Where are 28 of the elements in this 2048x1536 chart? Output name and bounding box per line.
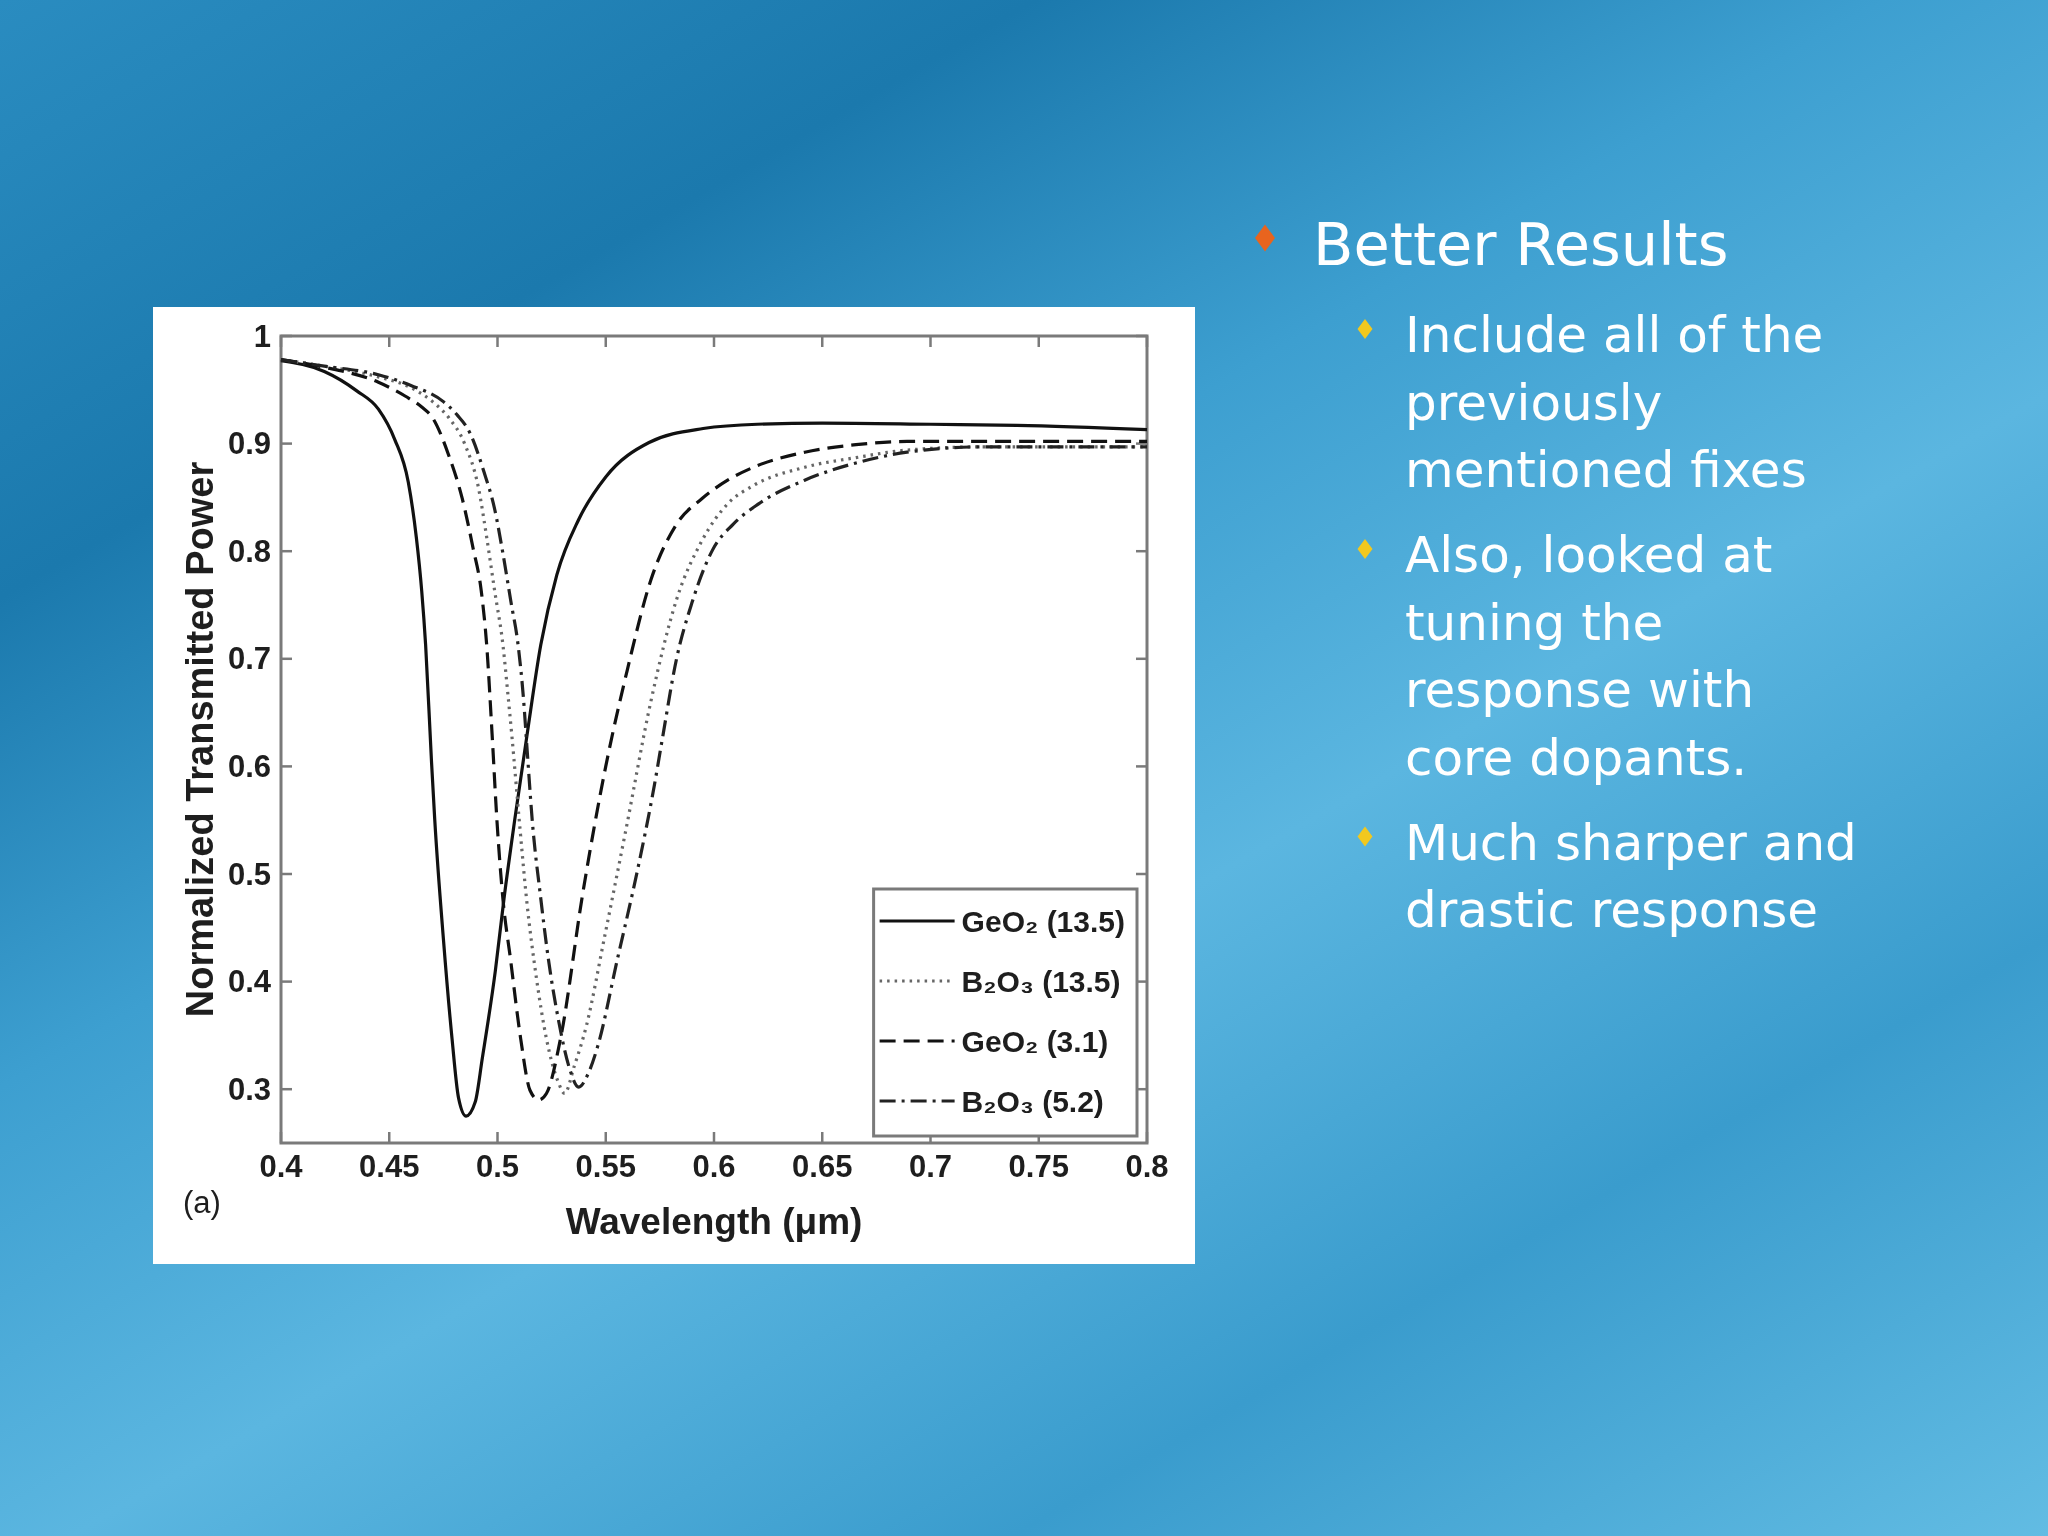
legend-label: GeO₂ (13.5) <box>961 904 1125 938</box>
x-tick-label: 0.45 <box>359 1149 420 1184</box>
y-tick-label: 1 <box>253 318 271 354</box>
text: Much sharper and drastic response <box>1405 813 1857 939</box>
x-tick-label: 0.7 <box>908 1149 953 1184</box>
x-tick-label: 0.6 <box>692 1149 736 1184</box>
x-tick-label: 0.75 <box>1008 1149 1069 1184</box>
y-tick-label: 0.4 <box>227 964 272 1000</box>
text: (a) <box>183 1185 221 1220</box>
y-tick-label: 0.5 <box>227 856 271 892</box>
y-tick-label: 0.6 <box>227 748 271 784</box>
y-tick-label: 0.3 <box>227 1071 271 1107</box>
legend-label: B₂O₃ (13.5) <box>961 964 1121 998</box>
x-axis-title: Wavelength (μm) <box>565 1201 863 1242</box>
x-tick-label: 0.8 <box>1125 1149 1169 1184</box>
y-axis-title: Normalized Transmitted Power <box>179 461 221 1018</box>
x-tick-label: 0.5 <box>475 1149 520 1184</box>
y-tick-label: 0.7 <box>227 641 271 677</box>
legend-label: GeO₂ (3.1) <box>961 1024 1109 1058</box>
text: Also, looked at tuning the response with core dopants. <box>1405 526 1773 787</box>
legend-label: B₂O₃ (5.2) <box>961 1084 1104 1118</box>
text: Include all of the previously mentioned fixes <box>1405 306 1824 499</box>
y-tick-label: 0.8 <box>227 533 271 569</box>
x-tick-label: 0.4 <box>259 1149 304 1184</box>
text: Better Results <box>1313 210 1729 279</box>
y-tick-label: 0.9 <box>227 426 271 462</box>
x-tick-label: 0.55 <box>575 1149 636 1184</box>
x-tick-label: 0.65 <box>792 1149 853 1184</box>
